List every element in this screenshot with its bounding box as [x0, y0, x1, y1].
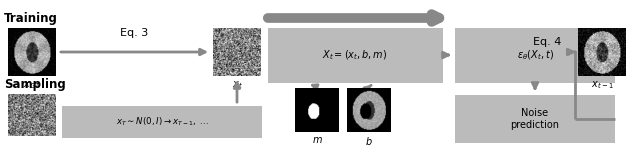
Text: $m$: $m$ [312, 135, 323, 145]
FancyBboxPatch shape [62, 106, 262, 138]
Text: $x_{GT}$: $x_{GT}$ [23, 79, 41, 91]
Text: Training: Training [4, 12, 58, 25]
Text: Eq. 4: Eq. 4 [533, 37, 561, 47]
FancyBboxPatch shape [455, 28, 615, 83]
Text: $X_t = (x_t, b, m)$: $X_t = (x_t, b, m)$ [323, 48, 388, 62]
Text: $x_T \sim N(0,I) \rightarrow x_{T-1},$ ...: $x_T \sim N(0,I) \rightarrow x_{T-1},$ .… [116, 116, 209, 128]
Text: Eq. 3: Eq. 3 [120, 28, 148, 38]
Text: $x_{t-1}$: $x_{t-1}$ [591, 79, 613, 91]
Text: $x_t$: $x_t$ [232, 79, 243, 91]
Text: $\epsilon_\theta(X_t, t)$: $\epsilon_\theta(X_t, t)$ [516, 48, 554, 62]
Text: Noise
prediction: Noise prediction [511, 108, 559, 130]
FancyBboxPatch shape [455, 95, 615, 143]
Text: $b$: $b$ [365, 135, 373, 147]
FancyBboxPatch shape [268, 28, 443, 83]
Text: Sampling: Sampling [4, 78, 66, 91]
